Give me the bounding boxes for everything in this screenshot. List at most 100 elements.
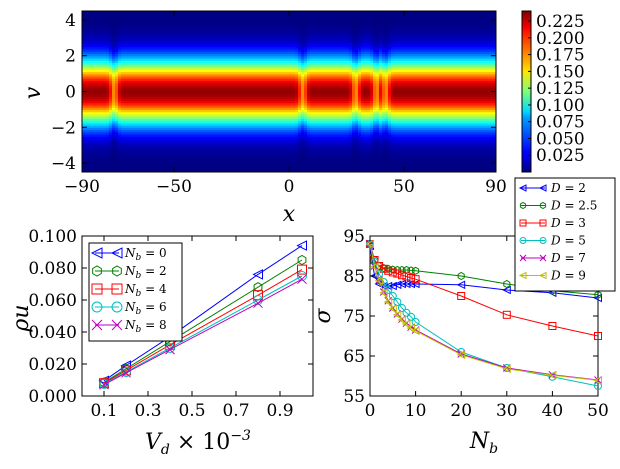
heatmap-cell xyxy=(148,87,152,90)
heatmap-cell xyxy=(271,98,275,102)
heatmap-cell xyxy=(241,154,245,157)
heatmap-cell xyxy=(142,95,146,99)
heatmap-cell xyxy=(136,13,140,17)
heatmap-cell xyxy=(280,167,284,171)
heatmap-cell xyxy=(142,28,146,32)
heatmap-cell xyxy=(268,163,272,166)
heatmap-cell xyxy=(178,53,182,57)
heatmap-cell xyxy=(268,57,272,61)
heatmap-cell xyxy=(91,154,95,157)
heatmap-cell xyxy=(94,17,98,21)
heatmap-cell xyxy=(232,49,236,52)
heatmap-cell xyxy=(217,145,221,149)
heatmap-cell xyxy=(208,11,212,14)
heatmap-cell xyxy=(277,158,281,162)
heatmap-cell xyxy=(142,40,146,43)
heatmap-cell xyxy=(178,22,182,26)
heatmap-cell xyxy=(178,69,182,72)
heatmap-cell xyxy=(166,149,170,153)
heatmap-cell xyxy=(181,66,185,70)
heatmap-cell xyxy=(169,100,173,104)
heatmap-cell xyxy=(232,169,236,172)
heatmap-cell xyxy=(205,40,209,43)
heatmap-cell xyxy=(121,22,125,26)
heatmap-cell xyxy=(103,149,107,153)
heatmap-cell xyxy=(166,109,170,113)
heatmap-cell xyxy=(229,111,233,115)
heatmap-cell xyxy=(211,95,215,99)
heatmap-cell xyxy=(220,78,224,81)
heatmap-cell xyxy=(142,75,146,79)
heatmap-cell xyxy=(169,60,173,64)
heatmap-cell xyxy=(85,57,89,61)
heatmap-cell xyxy=(136,22,140,26)
heatmap-cell xyxy=(211,107,215,110)
heatmap-cell xyxy=(133,55,137,59)
heatmap-cell xyxy=(226,125,230,128)
heatmap-cell xyxy=(127,138,131,142)
heatmap-cell xyxy=(241,17,245,21)
heatmap-cell xyxy=(103,42,107,46)
heatmap-cell xyxy=(118,75,122,79)
heatmap-cell xyxy=(151,73,155,77)
heatmap-cell xyxy=(193,15,197,19)
heatmap-cell xyxy=(175,35,179,39)
heatmap-cell xyxy=(109,154,113,157)
heatmap-cell xyxy=(220,133,224,137)
heatmap-cell xyxy=(277,42,281,46)
heatmap-cell xyxy=(139,64,143,68)
heatmap-cell xyxy=(202,73,206,77)
heatmap-cell xyxy=(88,156,92,160)
heatmap-cell xyxy=(118,133,122,137)
heatmap-cell xyxy=(97,53,101,57)
heatmap-cell xyxy=(166,133,170,137)
heatmap-cell xyxy=(160,113,164,117)
heatmap-cell xyxy=(217,133,221,137)
heatmap-cell xyxy=(202,15,206,19)
heatmap-cell xyxy=(124,167,128,171)
heatmap-cell xyxy=(214,49,218,52)
heatmap-cell xyxy=(262,93,266,97)
heatmap-cell xyxy=(103,129,107,133)
heatmap-cell xyxy=(157,82,161,86)
heatmap-cell xyxy=(268,28,272,32)
heatmap-cell xyxy=(211,66,215,70)
heatmap-cell xyxy=(187,131,191,135)
heatmap-cell xyxy=(175,140,179,144)
heatmap-cell xyxy=(112,69,116,72)
heatmap-cell xyxy=(178,40,182,43)
heatmap-cell xyxy=(85,46,89,50)
heatmap-cell xyxy=(280,53,284,57)
heatmap-cell xyxy=(226,75,230,79)
heatmap-cell xyxy=(172,125,176,128)
heatmap-cell xyxy=(280,160,284,164)
heatmap-cell xyxy=(253,82,257,86)
heatmap-cell xyxy=(283,46,287,50)
heatmap-cell xyxy=(274,111,278,115)
heatmap-cell xyxy=(121,11,125,14)
heatmap-cell xyxy=(262,53,266,57)
heatmap-cell xyxy=(223,57,227,61)
heatmap-cell xyxy=(196,22,200,26)
heatmap-cell xyxy=(184,125,188,128)
heatmap-cell xyxy=(262,40,266,43)
heatmap-cell xyxy=(235,35,239,39)
heatmap-cell xyxy=(103,26,107,30)
heatmap-cell xyxy=(127,73,131,77)
heatmap-cell xyxy=(127,15,131,19)
heatmap-cell xyxy=(190,158,194,162)
heatmap-cell xyxy=(217,33,221,37)
heatmap-cell xyxy=(112,26,116,30)
heatmap-cell xyxy=(232,62,236,66)
heatmap-cell xyxy=(286,149,290,153)
heatmap-cell xyxy=(268,147,272,151)
heatmap-cell xyxy=(208,122,212,126)
heatmap-cell xyxy=(220,154,224,157)
heatmap-cell xyxy=(217,167,221,171)
heatmap-cell xyxy=(121,64,125,68)
heatmap-cell xyxy=(121,87,125,90)
heatmap-cell xyxy=(163,122,167,126)
heatmap-cell xyxy=(127,145,131,149)
heatmap-cell xyxy=(151,102,155,106)
heatmap-cell xyxy=(181,167,185,171)
